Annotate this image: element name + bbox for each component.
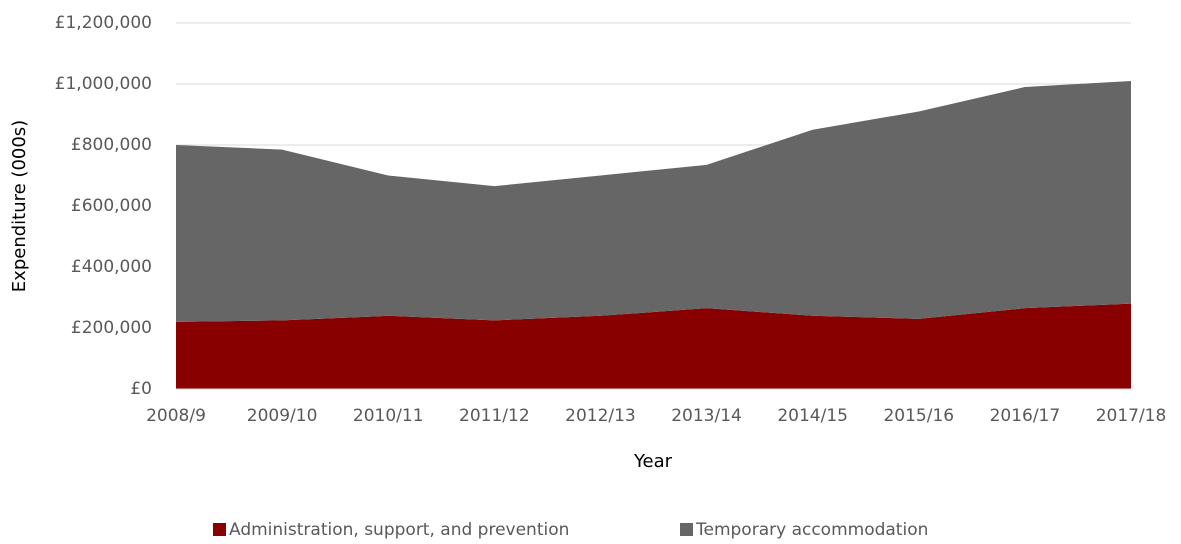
x-tick-label: 2017/18 <box>1096 406 1167 426</box>
x-tick-label: 2012/13 <box>565 406 636 426</box>
x-tick-label: 2015/16 <box>883 406 954 426</box>
y-tick-label: £0 <box>130 379 152 399</box>
x-tick-label: 2016/17 <box>990 406 1061 426</box>
legend-label: Administration, support, and prevention <box>229 520 569 540</box>
area <box>176 80 1131 322</box>
y-axis-label: Expenditure (000s) <box>9 120 30 292</box>
y-tick-label: £200,000 <box>71 318 152 338</box>
area <box>176 303 1131 389</box>
x-tick-label: 2009/10 <box>247 406 318 426</box>
y-tick-label: £1,000,000 <box>55 74 152 94</box>
x-tick-label: 2011/12 <box>459 406 530 426</box>
y-tick-label: £400,000 <box>71 257 152 277</box>
x-tick-label: 2014/15 <box>777 406 848 426</box>
y-tick-label: £1,200,000 <box>55 13 152 33</box>
legend-swatch <box>680 523 693 536</box>
legend-swatch <box>213 523 226 536</box>
x-tick-label: 2010/11 <box>353 406 424 426</box>
x-tick-label: 2013/14 <box>671 406 742 426</box>
y-tick-label: £800,000 <box>71 135 152 155</box>
y-tick-label: £600,000 <box>71 196 152 216</box>
x-tick-label: 2008/9 <box>146 406 206 426</box>
legend-label: Temporary accommodation <box>695 520 928 540</box>
x-axis-label: Year <box>633 451 673 472</box>
